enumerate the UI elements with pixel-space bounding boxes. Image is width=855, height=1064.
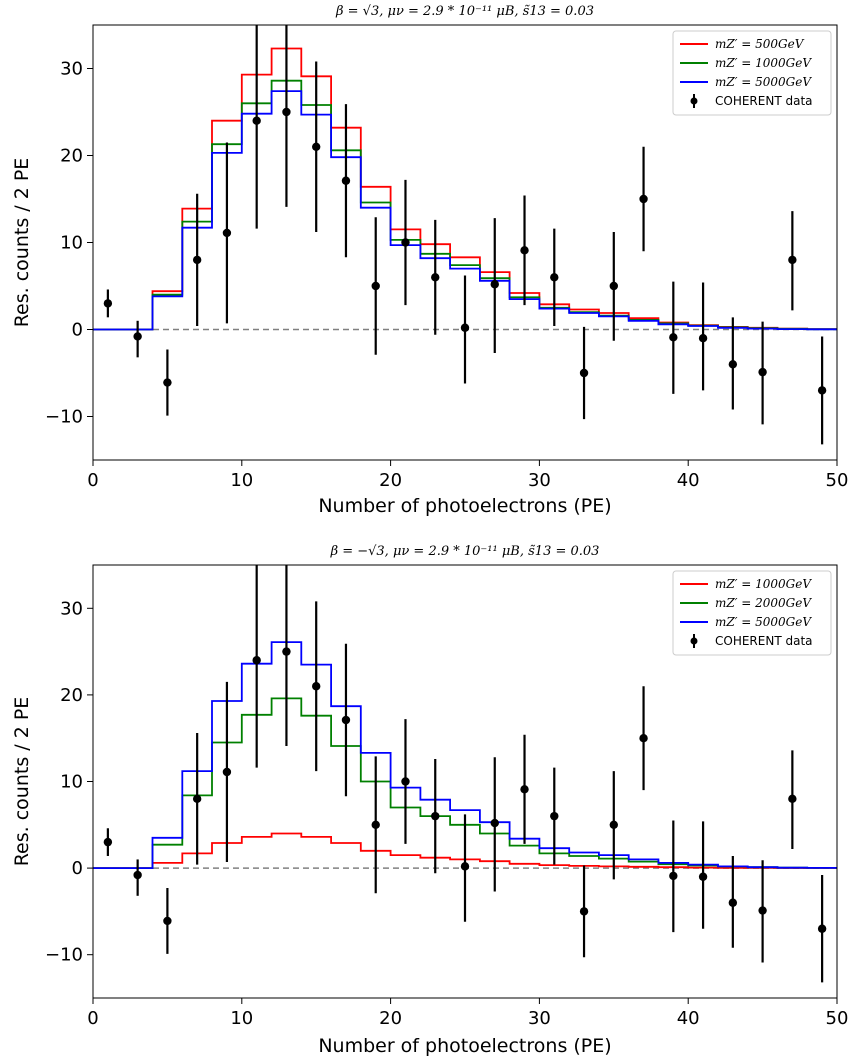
data-point <box>371 820 380 829</box>
x-tick-label: 50 <box>826 470 849 491</box>
x-axis-label: Number of photoelectrons (PE) <box>318 495 611 517</box>
data-point <box>639 194 648 204</box>
data-point <box>371 281 380 291</box>
data-point <box>490 818 499 828</box>
x-tick-label: 40 <box>677 1008 700 1029</box>
x-tick-label: 10 <box>230 1008 253 1029</box>
data-point <box>282 107 291 117</box>
data-point <box>133 332 142 341</box>
y-tick-label: −10 <box>45 407 83 428</box>
x-tick-label: 40 <box>677 470 700 491</box>
x-tick-label: 50 <box>826 1008 849 1029</box>
y-tick-label: 20 <box>60 146 83 167</box>
legend-label: mZ′ = 5000GeV <box>715 615 812 629</box>
data-point <box>788 794 797 804</box>
data-point <box>490 280 499 289</box>
data-point <box>312 142 321 151</box>
data-point <box>401 238 410 247</box>
data-point <box>669 871 678 881</box>
bottom-chart: β = −√3, μν = 2.9 * 10⁻¹¹ μB, s̃13 = 0.0… <box>11 544 848 1057</box>
series-step-line-2 <box>93 641 837 869</box>
data-point <box>728 898 738 907</box>
data-point <box>192 255 202 265</box>
data-point <box>460 323 470 332</box>
data-point <box>460 862 470 871</box>
legend: mZ′ = 1000GeV mZ′ = 2000GeV mZ′ = 5000Ge… <box>672 570 832 656</box>
x-tick-label: 20 <box>379 1008 402 1029</box>
data-point <box>817 386 827 395</box>
legend: mZ′ = 500GeV mZ′ = 1000GeV mZ′ = 5000GeV… <box>672 30 832 116</box>
y-tick-label: 10 <box>60 233 83 254</box>
data-point <box>728 360 738 369</box>
y-axis-label: Res. counts / 2 PE <box>11 158 33 328</box>
data-point <box>341 176 351 185</box>
data-point <box>431 273 440 282</box>
y-tick-label: 30 <box>60 598 83 619</box>
data-point <box>609 820 618 829</box>
x-tick-label: 10 <box>230 470 253 491</box>
legend-label: COHERENT data <box>715 634 813 648</box>
data-point <box>520 246 529 255</box>
legend-label: COHERENT data <box>715 94 813 108</box>
data-point <box>252 656 261 665</box>
legend-box <box>672 570 832 656</box>
data-point <box>401 777 410 786</box>
data-point <box>669 333 678 342</box>
data-point <box>282 647 291 656</box>
series-step-line-2 <box>93 90 837 331</box>
data-point <box>788 255 797 265</box>
y-tick-label: 10 <box>60 772 83 793</box>
legend-label: mZ′ = 1000GeV <box>715 56 812 70</box>
data-point <box>609 281 618 291</box>
data-point <box>431 811 440 821</box>
y-axis-label: Res. counts / 2 PE <box>11 697 33 867</box>
data-point <box>550 811 559 821</box>
data-point <box>698 334 708 343</box>
legend-label: mZ′ = 1000GeV <box>715 577 812 591</box>
data-point <box>312 682 321 691</box>
data-point <box>252 116 261 125</box>
data-point <box>341 715 351 725</box>
data-point <box>163 916 172 926</box>
y-tick-label: −10 <box>45 945 83 966</box>
data-point <box>698 872 708 881</box>
data-point <box>758 906 767 915</box>
legend-label: mZ′ = 500GeV <box>715 37 805 51</box>
y-tick-label: 20 <box>60 685 83 706</box>
data-point <box>222 228 232 238</box>
data-point <box>163 378 172 387</box>
chart-title: β = √3, μν = 2.9 * 10⁻¹¹ μB, s̃13 = 0.03 <box>335 4 594 19</box>
x-tick-label: 0 <box>87 1008 98 1029</box>
data-point <box>133 870 142 880</box>
data-point <box>579 907 589 916</box>
data-point <box>550 273 559 282</box>
x-tick-label: 0 <box>87 470 98 491</box>
data-point <box>520 785 529 794</box>
x-tick-label: 20 <box>379 470 402 491</box>
legend-swatch-marker <box>690 637 698 645</box>
data-point <box>639 734 648 743</box>
x-axis-label: Number of photoelectrons (PE) <box>318 1035 611 1057</box>
x-tick-label: 30 <box>528 470 551 491</box>
data-point <box>192 794 202 804</box>
y-tick-label: 0 <box>72 858 83 879</box>
data-point <box>222 767 232 777</box>
legend-label: mZ′ = 2000GeV <box>715 596 812 610</box>
data-point <box>758 367 767 377</box>
legend-label: mZ′ = 5000GeV <box>715 75 812 89</box>
data-point <box>579 368 589 378</box>
y-tick-label: 0 <box>72 320 83 341</box>
data-point <box>103 837 113 847</box>
legend-swatch-marker <box>690 97 698 105</box>
chart-title: β = −√3, μν = 2.9 * 10⁻¹¹ μB, s̃13 = 0.0… <box>330 544 600 559</box>
legend-box <box>672 30 832 116</box>
data-point <box>103 299 113 308</box>
data-point <box>817 924 827 933</box>
top-chart: β = √3, μν = 2.9 * 10⁻¹¹ μB, s̃13 = 0.03… <box>11 4 848 517</box>
x-tick-label: 30 <box>528 1008 551 1029</box>
y-tick-label: 30 <box>60 59 83 80</box>
